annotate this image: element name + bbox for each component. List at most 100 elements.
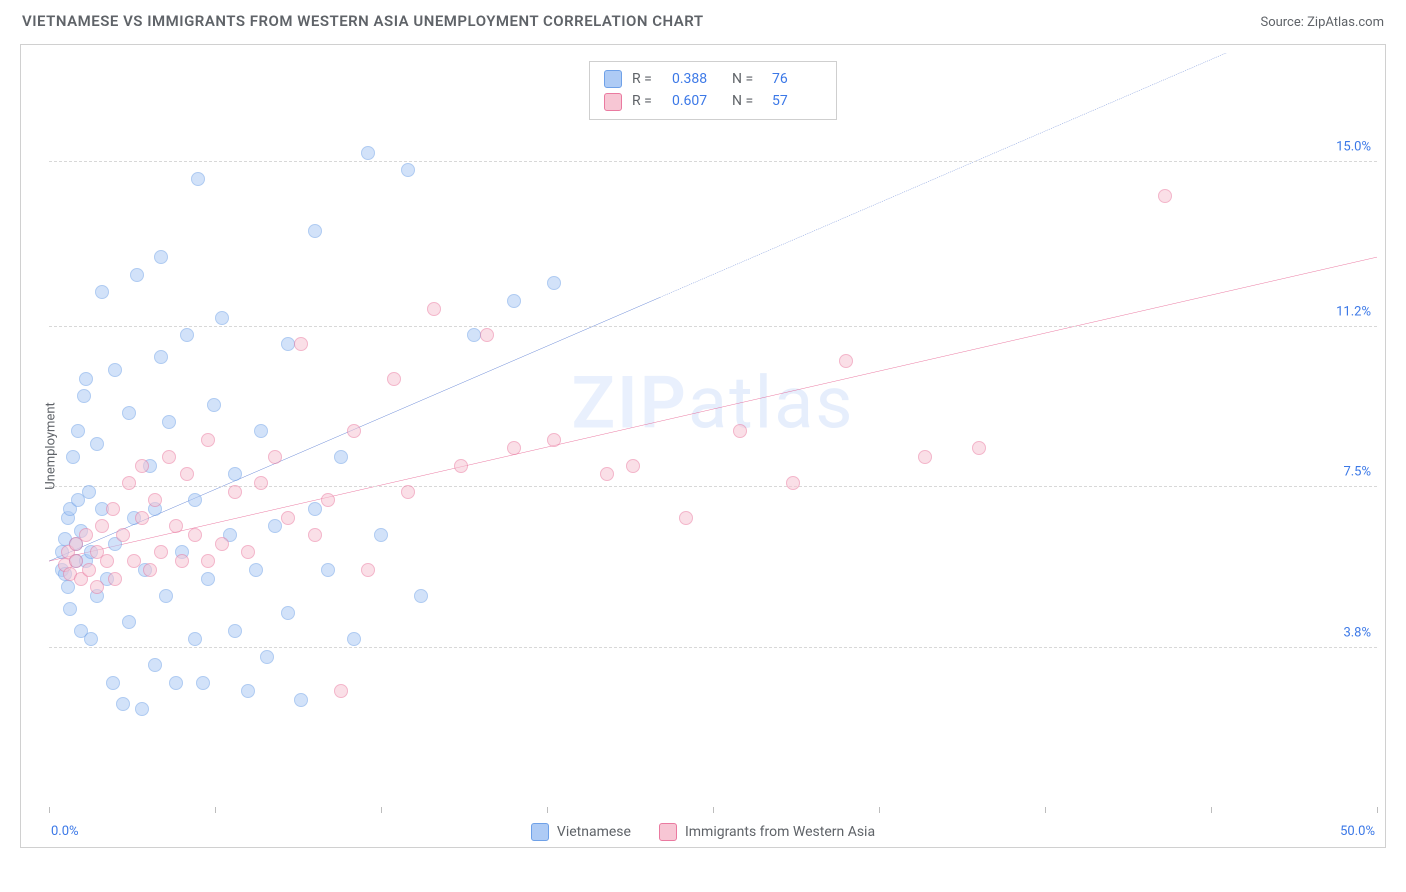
y-tick-label: 7.5% bbox=[1343, 465, 1371, 480]
gridline bbox=[49, 647, 1377, 648]
data-point bbox=[201, 433, 215, 447]
data-point bbox=[281, 606, 295, 620]
gridline bbox=[49, 486, 1377, 487]
data-point bbox=[918, 450, 932, 464]
data-point bbox=[547, 276, 561, 290]
data-point bbox=[294, 693, 308, 707]
data-point bbox=[108, 572, 122, 586]
data-point bbox=[162, 415, 176, 429]
data-point bbox=[82, 485, 96, 499]
data-point bbox=[63, 602, 77, 616]
data-point bbox=[116, 697, 130, 711]
data-point bbox=[79, 528, 93, 542]
x-tick bbox=[1377, 807, 1378, 813]
x-tick bbox=[215, 807, 216, 813]
data-point bbox=[454, 459, 468, 473]
plot-area: ZIPatlas R = 0.388 N = 76 R = 0.607 N = … bbox=[49, 53, 1377, 813]
n-label: N = bbox=[732, 90, 762, 112]
data-point bbox=[77, 389, 91, 403]
data-point bbox=[249, 563, 263, 577]
data-point bbox=[127, 554, 141, 568]
r-value-1: 0.388 bbox=[672, 68, 722, 90]
gridline bbox=[49, 326, 1377, 327]
legend-label-2: Immigrants from Western Asia bbox=[685, 824, 875, 840]
data-point bbox=[241, 684, 255, 698]
data-point bbox=[334, 684, 348, 698]
data-point bbox=[374, 528, 388, 542]
data-point bbox=[281, 511, 295, 525]
x-tick bbox=[381, 807, 382, 813]
data-point bbox=[361, 146, 375, 160]
data-point bbox=[215, 537, 229, 551]
data-point bbox=[135, 459, 149, 473]
data-point bbox=[268, 450, 282, 464]
chart-container: Unemployment ZIPatlas R = 0.388 N = 76 R… bbox=[20, 44, 1386, 848]
data-point bbox=[679, 511, 693, 525]
watermark: ZIPatlas bbox=[571, 360, 854, 445]
data-point bbox=[106, 502, 120, 516]
data-point bbox=[154, 250, 168, 264]
data-point bbox=[143, 563, 157, 577]
stats-row-1: R = 0.388 N = 76 bbox=[604, 68, 822, 90]
data-point bbox=[308, 528, 322, 542]
x-tick bbox=[1211, 807, 1212, 813]
data-point bbox=[162, 450, 176, 464]
data-point bbox=[347, 424, 361, 438]
x-tick bbox=[879, 807, 880, 813]
data-point bbox=[135, 702, 149, 716]
legend-swatch-1 bbox=[531, 823, 549, 841]
data-point bbox=[281, 337, 295, 351]
legend-item-1: Vietnamese bbox=[531, 823, 631, 841]
data-point bbox=[180, 467, 194, 481]
data-point bbox=[972, 441, 986, 455]
data-point bbox=[169, 519, 183, 533]
data-point bbox=[260, 650, 274, 664]
x-tick bbox=[1045, 807, 1046, 813]
data-point bbox=[196, 676, 210, 690]
data-point bbox=[191, 172, 205, 186]
data-point bbox=[90, 580, 104, 594]
data-point bbox=[294, 337, 308, 351]
data-point bbox=[228, 485, 242, 499]
data-point bbox=[188, 632, 202, 646]
data-point bbox=[334, 450, 348, 464]
regression-lines bbox=[49, 53, 1377, 813]
source-label: Source: ZipAtlas.com bbox=[1260, 15, 1384, 30]
data-point bbox=[480, 328, 494, 342]
r-value-2: 0.607 bbox=[672, 90, 722, 112]
y-tick-label: 15.0% bbox=[1336, 139, 1371, 154]
data-point bbox=[308, 502, 322, 516]
data-point bbox=[154, 350, 168, 364]
data-point bbox=[387, 372, 401, 386]
data-point bbox=[1158, 189, 1172, 203]
y-tick-label: 3.8% bbox=[1343, 625, 1371, 640]
data-point bbox=[467, 328, 481, 342]
data-point bbox=[159, 589, 173, 603]
data-point bbox=[215, 311, 229, 325]
data-point bbox=[71, 424, 85, 438]
page-title: VIETNAMESE VS IMMIGRANTS FROM WESTERN AS… bbox=[22, 12, 704, 30]
legend-label-1: Vietnamese bbox=[557, 824, 631, 840]
data-point bbox=[308, 224, 322, 238]
swatch-series-1 bbox=[604, 70, 622, 88]
legend: Vietnamese Immigrants from Western Asia bbox=[21, 823, 1385, 841]
data-point bbox=[135, 511, 149, 525]
stats-row-2: R = 0.607 N = 57 bbox=[604, 90, 822, 112]
x-tick bbox=[713, 807, 714, 813]
stats-box: R = 0.388 N = 76 R = 0.607 N = 57 bbox=[589, 61, 837, 120]
data-point bbox=[201, 572, 215, 586]
data-point bbox=[130, 268, 144, 282]
data-point bbox=[61, 580, 75, 594]
data-point bbox=[188, 493, 202, 507]
data-point bbox=[228, 467, 242, 481]
data-point bbox=[626, 459, 640, 473]
data-point bbox=[108, 363, 122, 377]
r-label: R = bbox=[632, 90, 662, 112]
data-point bbox=[180, 328, 194, 342]
data-point bbox=[207, 398, 221, 412]
data-point bbox=[122, 476, 136, 490]
data-point bbox=[427, 302, 441, 316]
data-point bbox=[361, 563, 375, 577]
data-point bbox=[148, 658, 162, 672]
data-point bbox=[175, 554, 189, 568]
